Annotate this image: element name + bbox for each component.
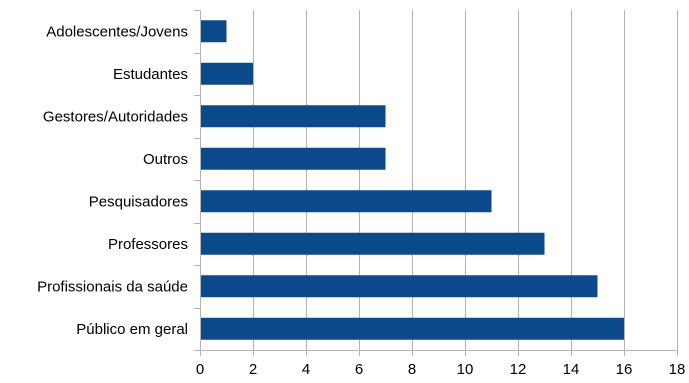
bar <box>200 190 492 213</box>
category-labels: Adolescentes/Jovens Estudantes Gestores/Au… <box>37 23 188 338</box>
x-tick-label: 4 <box>302 361 310 378</box>
category-label: Gestores/Autoridades <box>43 108 188 125</box>
x-tick-label: 18 <box>669 361 686 378</box>
bar <box>200 105 386 128</box>
category-label: Professores <box>108 236 188 253</box>
category-label: Pesquisadores <box>89 193 188 210</box>
bar <box>200 62 253 85</box>
x-tick-label: 14 <box>563 361 580 378</box>
x-tick-label: 12 <box>510 361 527 378</box>
category-label: Público em geral <box>76 321 188 338</box>
bar <box>200 20 227 43</box>
x-tick-label: 2 <box>249 361 257 378</box>
axes <box>194 10 678 356</box>
x-tick-label: 8 <box>408 361 416 378</box>
x-tick-label: 6 <box>355 361 363 378</box>
x-tick-labels: 0 2 4 6 8 10 12 14 16 18 <box>196 361 686 378</box>
x-tick-label: 16 <box>616 361 633 378</box>
category-label: Outros <box>143 151 188 168</box>
bars <box>200 20 624 340</box>
category-label: Adolescentes/Jovens <box>46 23 188 40</box>
bar <box>200 147 386 170</box>
bar <box>200 232 545 255</box>
x-tick-label: 0 <box>196 361 204 378</box>
category-label: Profissionais da saúde <box>37 278 188 295</box>
bar <box>200 317 624 340</box>
x-tick-label: 10 <box>457 361 474 378</box>
category-label: Estudantes <box>113 66 188 83</box>
bar <box>200 275 598 298</box>
grid-lines <box>253 10 678 350</box>
